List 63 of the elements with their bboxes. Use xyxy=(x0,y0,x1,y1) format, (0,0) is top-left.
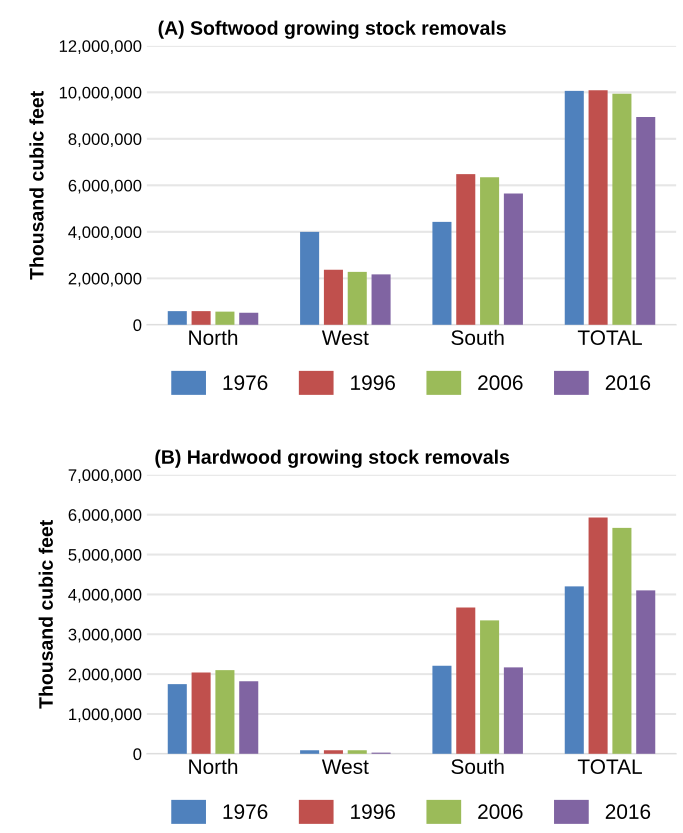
legend-label: 1996 xyxy=(351,804,395,820)
bar xyxy=(636,116,656,325)
bar xyxy=(239,681,258,754)
y-axis-title: Thousand cubic feet xyxy=(38,520,53,709)
legend-label: 2016 xyxy=(606,804,650,820)
bar xyxy=(588,517,608,754)
y-tick-label: 4,000,000 xyxy=(68,588,142,603)
bar xyxy=(612,94,632,325)
x-tick-label: North xyxy=(189,330,238,346)
bar xyxy=(564,90,584,325)
bar xyxy=(456,608,476,754)
y-tick-label: 5,000,000 xyxy=(68,548,142,563)
y-tick-label: 10,000,000 xyxy=(60,86,142,100)
legend-label: 1976 xyxy=(224,375,268,390)
x-tick-label: West xyxy=(322,330,369,346)
bar xyxy=(348,272,367,325)
x-tick-label: South xyxy=(451,330,504,346)
bar xyxy=(372,274,391,325)
bar xyxy=(612,528,632,754)
y-tick-label: 2,000,000 xyxy=(68,668,142,682)
chart-title: (A) Softwood growing stock removals xyxy=(158,20,506,39)
bar xyxy=(504,667,523,754)
y-tick-label: 0 xyxy=(133,748,142,760)
bar xyxy=(636,590,656,754)
bar xyxy=(564,586,584,754)
bar xyxy=(239,312,258,325)
y-axis-title: Thousand cubic feet xyxy=(29,91,44,280)
bar xyxy=(480,620,500,754)
bar xyxy=(168,684,187,754)
bar xyxy=(324,270,343,325)
bar xyxy=(432,222,452,325)
y-tick-label: 1,000,000 xyxy=(69,708,142,722)
legend-label: 2016 xyxy=(606,375,650,390)
y-tick-label: 6,000,000 xyxy=(68,180,142,194)
y-tick-label: 12,000,000 xyxy=(60,40,142,54)
bar xyxy=(588,90,608,325)
bar xyxy=(456,174,476,325)
legend-label: 1996 xyxy=(351,375,395,390)
bar xyxy=(504,193,523,325)
y-tick-label: 6,000,000 xyxy=(68,509,142,523)
y-tick-label: 2,000,000 xyxy=(68,272,142,287)
bar xyxy=(168,311,187,325)
y-tick-label: 3,000,000 xyxy=(68,628,142,642)
legend-label: 2006 xyxy=(478,804,523,820)
y-tick-label: 4,000,000 xyxy=(68,226,142,240)
x-tick-label: South xyxy=(451,758,504,774)
x-tick-label: TOTAL xyxy=(578,330,642,346)
bar xyxy=(432,666,452,754)
bar xyxy=(192,672,211,754)
x-tick-label: TOTAL xyxy=(578,759,642,774)
legend-label: 2006 xyxy=(478,375,523,390)
legend-label: 1976 xyxy=(224,804,268,820)
y-tick-label: 7,000,000 xyxy=(68,469,142,483)
bar xyxy=(192,311,211,325)
x-tick-label: West xyxy=(322,759,369,774)
bar xyxy=(215,312,234,325)
bar xyxy=(300,232,320,325)
bar xyxy=(215,670,234,754)
y-tick-label: 0 xyxy=(133,319,142,332)
y-tick-label: 8,000,000 xyxy=(68,133,142,148)
x-tick-label: North xyxy=(189,758,238,774)
bar xyxy=(480,177,500,325)
chart-title: (B) Hardwood growing stock removals xyxy=(155,450,510,468)
